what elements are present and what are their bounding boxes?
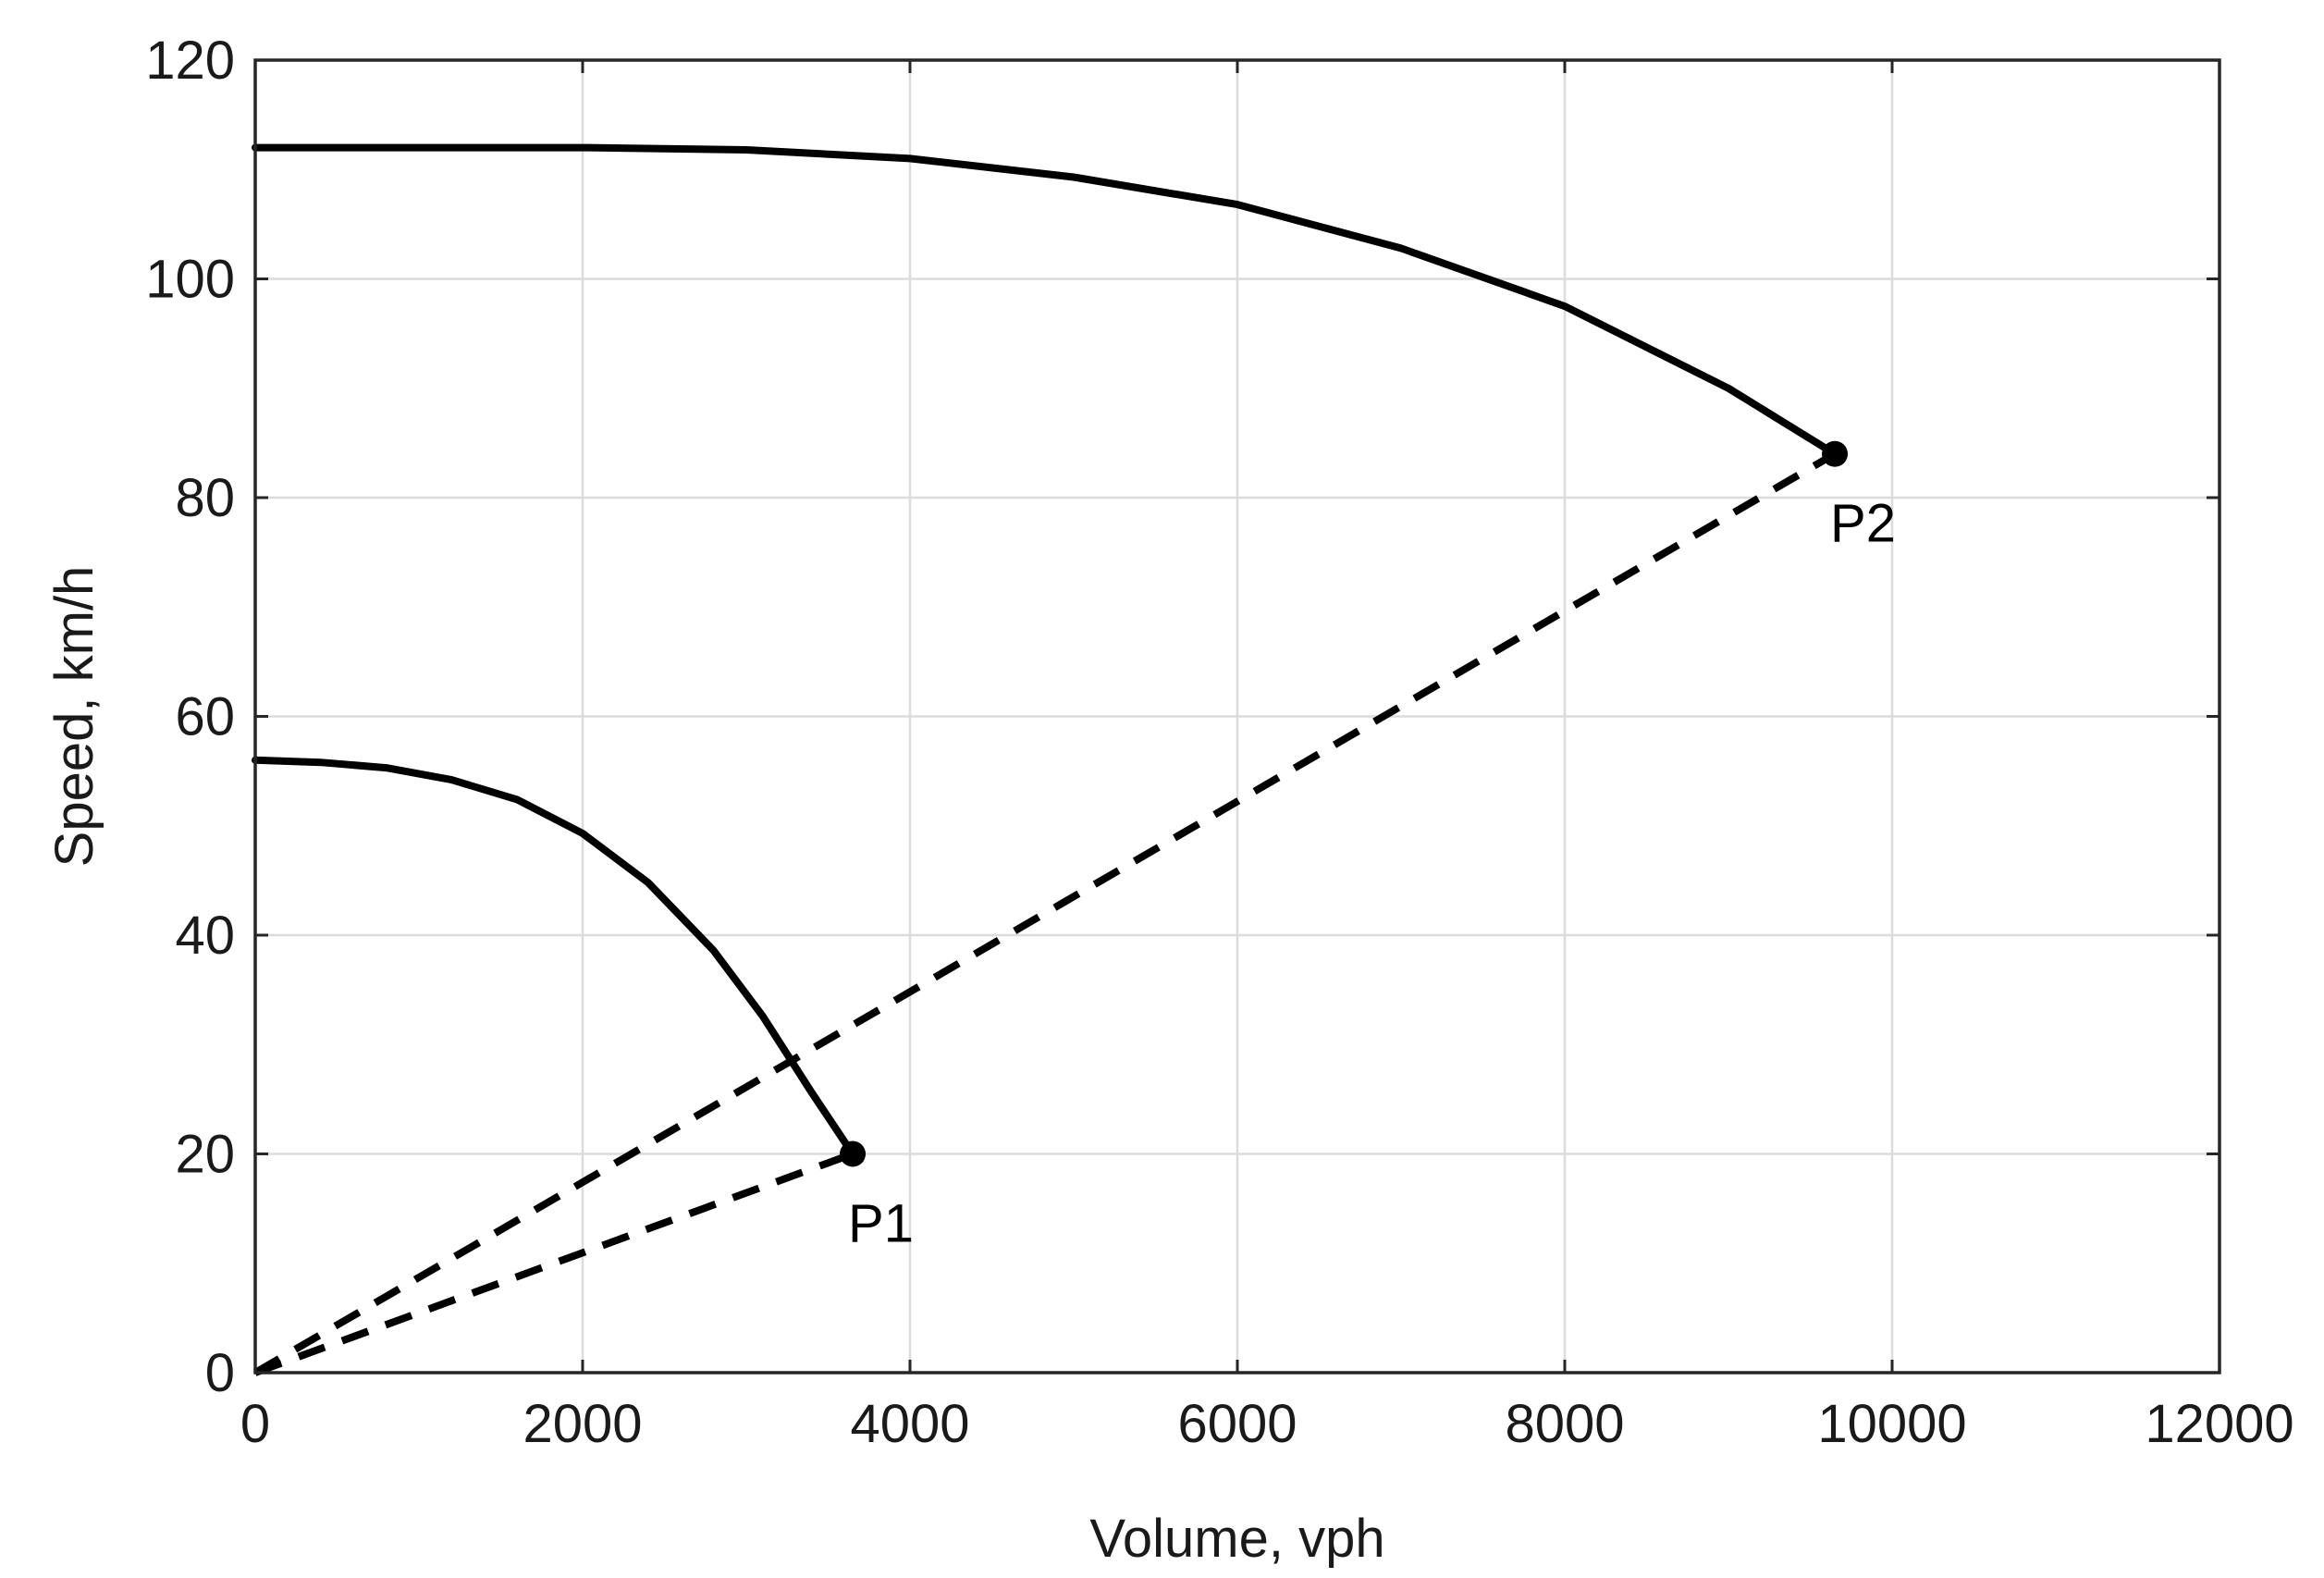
- point-label-p1: P1: [848, 1194, 914, 1254]
- series-4-line: [252, 450, 1838, 1376]
- series-2-line: [252, 143, 1838, 458]
- x-tick-label: 0: [240, 1394, 270, 1454]
- point-markers: P1 P2: [840, 440, 1896, 1254]
- y-tick-label: 100: [145, 250, 235, 310]
- series-3-line: [253, 1150, 855, 1376]
- point-marker-p1: [840, 1140, 867, 1167]
- series-1-line: [252, 756, 856, 1158]
- point-marker-p2: [1822, 440, 1849, 467]
- y-tick-label: 40: [175, 906, 235, 966]
- tick-labels: 0 2000 4000 6000 8000 10000 12000 0 20 40 60 80 100 1…: [145, 31, 2293, 1454]
- series-layer: [252, 143, 1838, 1376]
- x-tick-label: 6000: [1177, 1394, 1297, 1454]
- y-tick-label: 60: [175, 687, 235, 747]
- x-tick-label: 10000: [1817, 1394, 1966, 1454]
- y-tick-label: 120: [145, 31, 235, 91]
- tick-marks: [253, 58, 2221, 1375]
- x-tick-label: 4000: [850, 1394, 969, 1454]
- y-axis-label: Speed, km/h: [44, 566, 105, 868]
- y-tick-label: 20: [175, 1125, 235, 1185]
- y-tick-label: 0: [205, 1343, 235, 1403]
- x-tick-label: 12000: [2145, 1394, 2293, 1454]
- x-axis-label: Volume, vph: [1089, 1509, 1384, 1569]
- y-tick-label: 80: [175, 468, 235, 528]
- point-label-p2: P2: [1830, 494, 1896, 554]
- x-tick-label: 8000: [1505, 1394, 1624, 1454]
- x-tick-label: 2000: [523, 1394, 642, 1454]
